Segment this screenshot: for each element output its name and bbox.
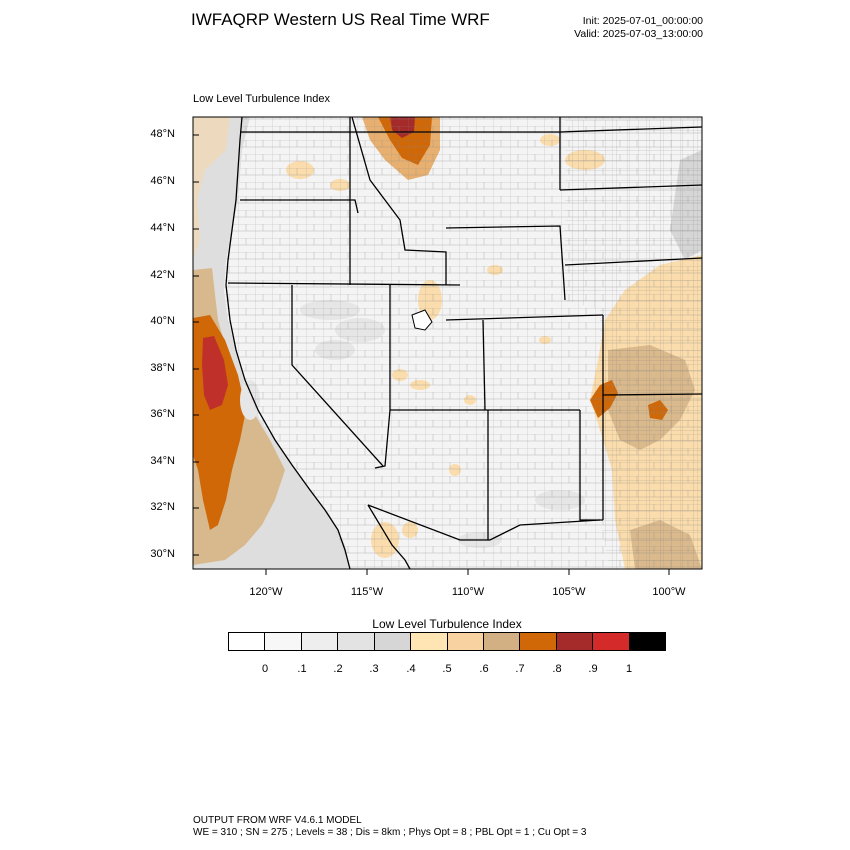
colorbar-label-1: .1 [297,663,307,675]
lat-label-40n: 40°N [150,315,175,327]
colorbar-label-4: .4 [406,663,416,675]
map-field [193,117,702,569]
colorbar-title: Low Level Turbulence Index [372,617,522,631]
colorbar-swatch-3 [338,633,375,650]
colorbar-label-8: .8 [552,663,562,675]
map-frame [192,116,703,570]
colorbar-label-5: .5 [442,663,452,675]
lon-label-115w: 115°W [350,586,384,598]
map-subtitle: Low Level Turbulence Index [193,93,330,105]
colorbar-swatch-10 [593,633,630,650]
state-borders [227,117,702,541]
init-time: Init: 2025-07-01_00:00:00 [582,15,703,27]
colorbar [228,632,666,651]
plot-title: IWFAQRP Western US Real Time WRF [191,10,490,29]
lat-label-32n: 32°N [150,501,175,513]
colorbar-swatch-9 [556,633,594,650]
colorbar-swatch-6 [447,633,484,650]
colorbar-label-10: 1 [625,663,633,675]
lat-label-44n: 44°N [150,222,175,234]
lat-label-38n: 38°N [150,362,175,374]
colorbar-label-7: .7 [515,663,525,675]
colorbar-label-3: .3 [369,663,379,675]
colorbar-swatch-7 [483,633,521,650]
axis-ticks [193,134,670,575]
valid-time: Valid: 2025-07-03_13:00:00 [574,28,703,40]
lat-label-34n: 34°N [150,455,175,467]
colorbar-label-9: .9 [588,663,598,675]
colorbar-swatch-8 [520,633,557,650]
colorbar-swatch-5 [411,633,448,650]
lon-label-105w: 105°W [552,586,586,598]
time-info: Init: 2025-07-01_00:00:00 Valid: 2025-07… [574,15,703,41]
colorbar-label-6: .6 [479,663,489,675]
footer-line-2: WE = 310 ; SN = 275 ; Levels = 38 ; Dis … [193,827,587,838]
coastline [225,117,351,569]
great-salt-lake [411,309,433,331]
coast-pale-band [193,117,230,260]
county-overlay-plains [565,120,702,569]
model-footer: OUTPUT FROM WRF V4.6.1 MODEL WE = 310 ; … [193,815,586,839]
colorbar-swatch-2 [301,633,339,650]
lat-label-36n: 36°N [150,408,175,420]
colorbar-swatch-0 [229,633,266,650]
colorbar-label-2: .2 [333,663,343,675]
lon-label-120w: 120°W [249,586,283,598]
lon-label-110w: 110°W [451,586,485,598]
colorbar-swatch-1 [265,633,302,650]
colorbar-label-0: 0 [261,663,269,675]
footer-line-1: OUTPUT FROM WRF V4.6.1 MODEL [193,815,362,826]
lon-label-100w: 100°W [652,586,686,598]
lat-label-46n: 46°N [150,175,175,187]
lat-label-30n: 30°N [150,548,175,560]
colorbar-swatch-4 [374,633,412,650]
gulf-of-california [367,504,411,569]
ocean-red [202,336,228,410]
lat-label-42n: 42°N [150,269,175,281]
lat-label-48n: 48°N [150,128,175,140]
colorbar-swatch-11 [629,633,666,650]
